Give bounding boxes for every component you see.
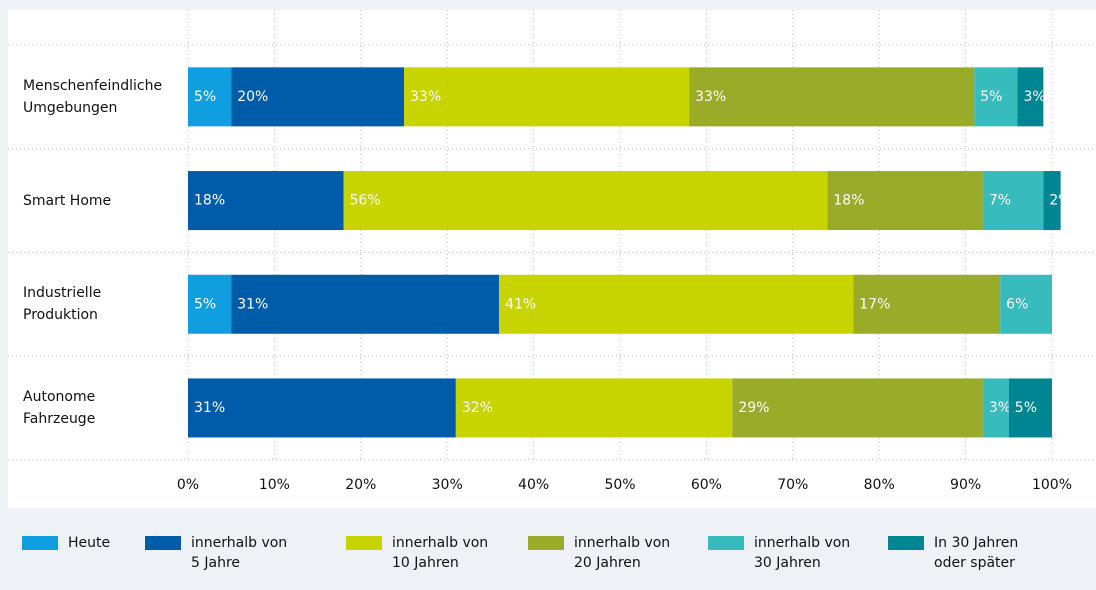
data-label: 33% <box>410 89 441 105</box>
category-label: Industrielle Produktion <box>23 285 102 324</box>
data-label: 5% <box>194 89 216 105</box>
data-label: 29% <box>738 400 769 416</box>
data-label: 5% <box>194 296 216 312</box>
bar-segment <box>188 378 456 438</box>
x-tick-label: 40% <box>518 477 549 493</box>
bar-segment <box>188 171 344 231</box>
bar-segment <box>982 378 1009 438</box>
legend-swatch <box>22 536 58 550</box>
legend-label: Heute <box>68 535 111 551</box>
data-label: 17% <box>859 296 890 312</box>
legend-label: innerhalb von 30 Jahren <box>754 535 851 571</box>
bar-segment <box>689 67 975 127</box>
data-label: 31% <box>194 400 225 416</box>
category-label: Smart Home <box>23 192 112 209</box>
data-label: 56% <box>350 193 381 209</box>
bar-segment <box>1017 67 1044 127</box>
x-tick-label: 80% <box>864 477 895 493</box>
legend-swatch <box>346 536 382 550</box>
data-label: 3% <box>989 400 1011 416</box>
x-tick-label: 0% <box>177 477 199 493</box>
legend-swatch <box>708 536 744 550</box>
bar-segment <box>343 171 828 231</box>
bar-segment <box>499 274 854 334</box>
bar-segment <box>974 67 1018 127</box>
x-tick-label: 100% <box>1032 477 1072 493</box>
data-label: 5% <box>980 89 1002 105</box>
bar-segment <box>231 67 404 127</box>
data-label: 3% <box>1023 89 1045 105</box>
x-tick-label: 60% <box>691 477 722 493</box>
legend-label: innerhalb von 5 Jahre <box>191 535 288 571</box>
x-tick-label: 70% <box>777 477 808 493</box>
legend-label: innerhalb von 10 Jahren <box>392 535 489 571</box>
bar-segment <box>188 274 232 334</box>
data-label: 31% <box>237 296 268 312</box>
data-label: 20% <box>237 89 268 105</box>
bar-segment <box>1043 171 1061 231</box>
bar-segment <box>188 67 232 127</box>
bar-segment <box>827 171 983 231</box>
bar-segment <box>231 274 500 334</box>
bar-segment <box>1000 274 1052 334</box>
x-tick-label: 10% <box>259 477 290 493</box>
x-tick-label: 30% <box>432 477 463 493</box>
bar-segment <box>982 171 1044 231</box>
data-label: 7% <box>989 193 1011 209</box>
data-label: 2% <box>1049 193 1071 209</box>
bar-segment <box>404 67 690 127</box>
x-tick-label: 50% <box>604 477 635 493</box>
data-label: 5% <box>1015 400 1037 416</box>
data-label: 18% <box>833 193 864 209</box>
data-label: 18% <box>194 193 225 209</box>
data-label: 6% <box>1006 296 1028 312</box>
category-label: Autonome Fahrzeuge <box>23 388 96 427</box>
legend-label: innerhalb von 20 Jahren <box>574 535 671 571</box>
x-tick-label: 90% <box>950 477 981 493</box>
bar-segment <box>732 378 983 438</box>
data-label: 41% <box>505 296 536 312</box>
data-label: 33% <box>695 89 726 105</box>
legend-swatch <box>528 536 564 550</box>
x-tick-label: 20% <box>345 477 376 493</box>
legend-swatch <box>145 536 181 550</box>
category-label: Menschenfeindliche Umgebungen <box>23 77 163 116</box>
bar-segment <box>1008 378 1052 438</box>
data-label: 32% <box>462 400 493 416</box>
bar-segment <box>455 378 733 438</box>
legend-swatch <box>888 536 924 550</box>
legend-label: In 30 Jahren oder später <box>934 535 1019 571</box>
bar-segment <box>853 274 1001 334</box>
